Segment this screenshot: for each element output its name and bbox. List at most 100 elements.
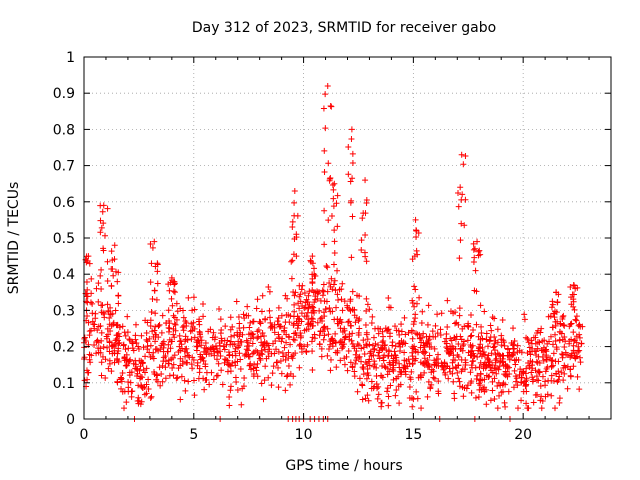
data-point — [401, 314, 408, 321]
data-point — [349, 213, 356, 220]
data-point — [528, 369, 535, 376]
data-point — [385, 326, 392, 333]
data-point — [229, 323, 236, 330]
data-point — [447, 308, 454, 315]
data-point — [434, 330, 441, 337]
data-point — [114, 379, 121, 386]
data-point — [122, 332, 129, 339]
data-point — [171, 314, 178, 321]
data-point — [162, 352, 169, 359]
data-point — [362, 395, 369, 402]
data-point — [554, 299, 561, 306]
data-point — [548, 304, 555, 311]
data-point — [505, 388, 512, 395]
data-point — [144, 346, 151, 353]
data-point — [282, 387, 289, 394]
data-point — [445, 375, 452, 382]
data-point — [435, 378, 442, 385]
data-point — [185, 378, 192, 385]
data-point — [344, 304, 351, 311]
data-point — [348, 254, 355, 261]
data-point — [249, 340, 256, 347]
data-point — [409, 361, 416, 368]
data-point — [149, 244, 156, 251]
data-point — [298, 310, 305, 317]
data-point — [460, 393, 467, 400]
data-point — [551, 405, 558, 412]
data-point — [89, 310, 96, 317]
data-point — [330, 195, 337, 202]
data-point — [458, 368, 465, 375]
data-point — [166, 372, 173, 379]
data-point — [305, 304, 312, 311]
data-point — [108, 282, 115, 289]
data-point — [548, 392, 555, 399]
data-point — [412, 330, 419, 337]
data-point — [184, 349, 191, 356]
data-point — [406, 360, 413, 367]
data-point — [330, 261, 337, 268]
data-point — [254, 360, 261, 367]
data-point — [462, 196, 469, 203]
data-point — [411, 343, 418, 350]
data-point — [478, 329, 485, 336]
data-point — [170, 325, 177, 332]
data-point — [422, 349, 429, 356]
data-point — [274, 318, 281, 325]
data-point — [125, 379, 132, 386]
data-point — [366, 306, 373, 313]
data-point — [360, 337, 367, 344]
data-point — [147, 342, 154, 349]
data-point — [428, 369, 435, 376]
data-point — [148, 308, 155, 315]
data-point — [421, 350, 428, 357]
data-point — [389, 339, 396, 346]
data-point — [140, 384, 147, 391]
data-point — [308, 338, 315, 345]
data-point — [473, 321, 480, 328]
data-point — [573, 313, 580, 320]
data-point — [334, 223, 341, 230]
data-point — [470, 240, 477, 247]
data-point — [474, 238, 481, 245]
data-point — [147, 395, 154, 402]
data-point — [418, 320, 425, 327]
data-point — [283, 331, 290, 338]
data-point — [154, 280, 161, 287]
data-point — [493, 370, 500, 377]
data-point — [138, 332, 145, 339]
data-point — [514, 349, 521, 356]
data-point — [98, 285, 105, 292]
data-point — [498, 332, 505, 339]
data-point — [277, 357, 284, 364]
data-point — [331, 277, 338, 284]
data-point — [428, 381, 435, 388]
data-point — [281, 344, 288, 351]
data-point — [104, 205, 111, 212]
data-point — [570, 291, 577, 298]
data-point — [413, 300, 420, 307]
data-point — [539, 354, 546, 361]
data-point — [95, 280, 102, 287]
data-point — [528, 340, 535, 347]
data-point — [264, 340, 271, 347]
data-point — [97, 345, 104, 352]
data-point — [324, 264, 331, 271]
data-point — [538, 325, 545, 332]
data-point — [333, 200, 340, 207]
data-point — [373, 364, 380, 371]
data-point — [137, 375, 144, 382]
y-tick-label: 0.8 — [53, 122, 75, 138]
data-point — [356, 316, 363, 323]
data-point — [166, 325, 173, 332]
data-point — [150, 349, 157, 356]
data-point — [309, 366, 316, 373]
data-point — [216, 340, 223, 347]
data-point — [548, 357, 555, 364]
data-point — [168, 274, 175, 281]
data-point — [266, 307, 273, 314]
data-point — [208, 369, 215, 376]
data-point — [100, 344, 107, 351]
data-point — [320, 336, 327, 343]
data-point — [193, 343, 200, 350]
